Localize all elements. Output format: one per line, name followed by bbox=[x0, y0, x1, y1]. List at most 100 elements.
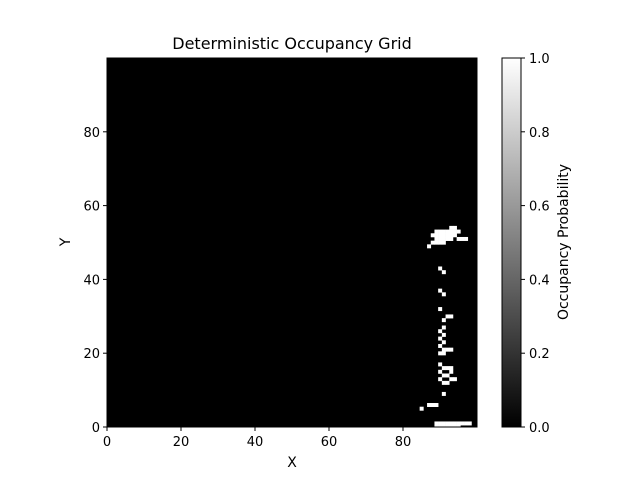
colorbar-tick-label: 0.2 bbox=[529, 347, 550, 362]
occupied-cell bbox=[456, 236, 461, 241]
occupied-cell bbox=[441, 340, 446, 345]
occupied-cell bbox=[438, 369, 443, 374]
occupied-cell bbox=[449, 347, 454, 352]
occupied-cell bbox=[467, 421, 472, 426]
occupied-cell bbox=[445, 347, 450, 352]
occupied-cell bbox=[452, 229, 457, 234]
occupied-cell bbox=[438, 336, 443, 341]
occupied-cell bbox=[449, 369, 454, 374]
colorbar-gradient bbox=[501, 57, 522, 428]
occupied-cell bbox=[456, 229, 461, 234]
y-axis-ticks: 0 20 40 60 80 bbox=[83, 126, 107, 436]
occupied-cell bbox=[445, 380, 450, 385]
x-tick-label: 60 bbox=[321, 435, 338, 450]
occupied-cell bbox=[445, 233, 450, 238]
occupied-cell bbox=[449, 314, 454, 319]
occupied-cell bbox=[445, 373, 450, 378]
occupied-cell bbox=[464, 421, 469, 426]
occupied-cell bbox=[449, 225, 454, 230]
occupied-cell bbox=[438, 266, 443, 271]
occupied-cell bbox=[438, 236, 443, 241]
occupied-cell bbox=[430, 233, 435, 238]
occupied-cell bbox=[430, 240, 435, 245]
occupied-cell bbox=[438, 288, 443, 293]
occupied-cell bbox=[441, 240, 446, 245]
plot-area bbox=[106, 57, 478, 430]
occupied-cell bbox=[434, 240, 439, 245]
occupied-cell bbox=[434, 236, 439, 241]
colorbar-tick-label: 0.6 bbox=[529, 200, 550, 215]
occupied-cell bbox=[449, 421, 454, 426]
occupied-cell bbox=[438, 343, 443, 348]
occupied-cell bbox=[460, 421, 465, 426]
occupied-cell bbox=[452, 225, 457, 230]
occupied-cell bbox=[445, 229, 450, 234]
occupied-cell bbox=[438, 329, 443, 334]
y-tick-label: 0 bbox=[92, 421, 100, 436]
occupied-cell bbox=[441, 421, 446, 426]
occupied-cell bbox=[464, 236, 469, 241]
colorbar-tick-label: 0.0 bbox=[529, 421, 550, 436]
occupied-cell bbox=[441, 229, 446, 234]
occupied-cell bbox=[434, 229, 439, 234]
occupied-cell bbox=[441, 270, 446, 275]
occupied-cell bbox=[441, 351, 446, 356]
occupied-cell bbox=[438, 421, 443, 426]
occupied-cell bbox=[430, 403, 435, 407]
occupied-cell bbox=[456, 421, 461, 426]
occupied-cell bbox=[438, 362, 443, 367]
occupied-cell bbox=[438, 377, 443, 382]
occupied-cell bbox=[460, 236, 465, 241]
occupied-cell bbox=[438, 307, 443, 312]
occupied-cell bbox=[441, 391, 446, 396]
occupied-cell bbox=[449, 229, 454, 234]
colorbar-ticks: 0.0 0.2 0.4 0.6 0.8 1.0 bbox=[521, 52, 550, 436]
x-tick-label: 40 bbox=[247, 435, 264, 450]
occupied-cell bbox=[441, 318, 446, 323]
plot-frame bbox=[106, 57, 478, 428]
occupied-cell bbox=[419, 406, 424, 411]
y-tick-label: 40 bbox=[83, 273, 100, 288]
occupied-cell bbox=[441, 236, 446, 241]
y-axis-label: Y bbox=[58, 237, 74, 247]
occupied-cell bbox=[441, 347, 446, 352]
x-tick-label: 0 bbox=[103, 435, 111, 450]
occupied-cell bbox=[438, 240, 443, 245]
occupied-cell bbox=[438, 233, 443, 238]
occupied-cell bbox=[441, 373, 446, 378]
x-tick-label: 20 bbox=[173, 435, 190, 450]
occupied-cell bbox=[441, 292, 446, 297]
occupied-cell bbox=[434, 403, 439, 407]
occupied-cell bbox=[452, 377, 457, 382]
occupied-cell bbox=[449, 377, 454, 382]
occupied-cell bbox=[434, 233, 439, 238]
occupied-cell bbox=[445, 236, 450, 241]
chart-title: Deterministic Occupancy Grid bbox=[172, 34, 412, 53]
x-axis-ticks: 0 20 40 60 80 bbox=[103, 427, 411, 450]
occupied-cell bbox=[427, 244, 432, 249]
occupied-cell bbox=[438, 229, 443, 234]
occupied-cell bbox=[427, 403, 432, 407]
occupied-cell bbox=[441, 380, 446, 385]
occupied-cell bbox=[452, 421, 457, 426]
y-tick-label: 60 bbox=[83, 200, 100, 215]
x-axis-label: X bbox=[287, 455, 297, 471]
occupied-cell bbox=[441, 366, 446, 371]
occupied-cell bbox=[449, 366, 454, 371]
colorbar-tick-label: 0.8 bbox=[529, 126, 550, 141]
colorbar-tick-label: 0.4 bbox=[529, 273, 550, 288]
colorbar-label: Occupancy Probability bbox=[556, 164, 572, 320]
occupied-cell bbox=[445, 314, 450, 319]
occupied-cells bbox=[419, 225, 472, 430]
occupied-cell bbox=[441, 325, 446, 330]
grid-background bbox=[107, 58, 477, 427]
occupied-cell bbox=[452, 233, 457, 238]
y-tick-label: 80 bbox=[83, 126, 100, 141]
y-tick-label: 20 bbox=[83, 347, 100, 362]
colorbar: 0.0 0.2 0.4 0.6 0.8 1.0 Occupancy Probability bbox=[501, 52, 572, 436]
occupied-cell bbox=[449, 233, 454, 238]
occupied-cell bbox=[434, 421, 439, 426]
occupied-cell bbox=[449, 236, 454, 241]
occupied-cell bbox=[438, 351, 443, 356]
